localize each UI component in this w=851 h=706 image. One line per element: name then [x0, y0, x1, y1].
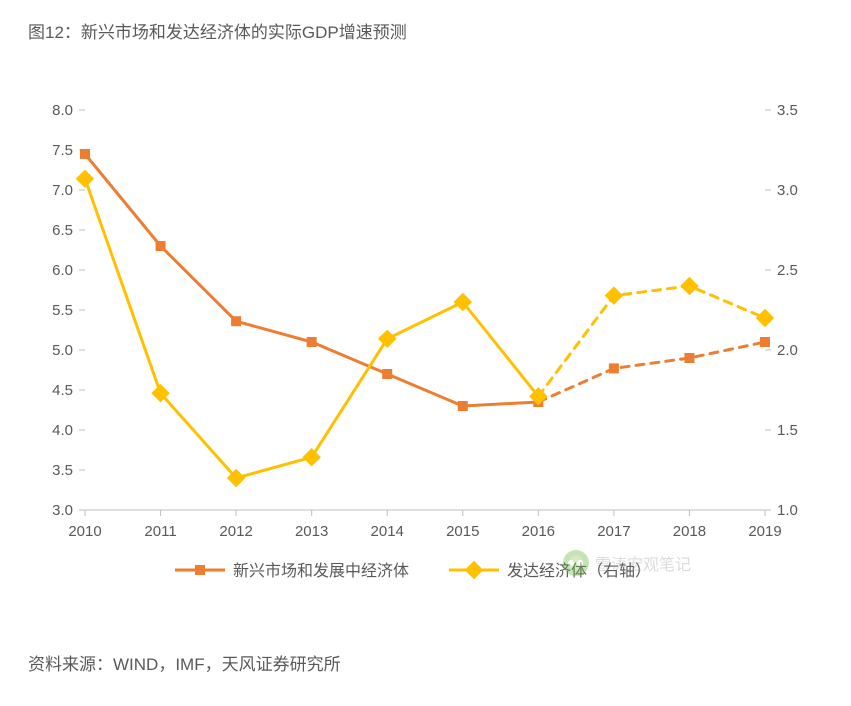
chart-svg: 2010 2011 2012 2013 2014 2015 2016 2017 2018 2019…	[20, 80, 830, 600]
svg-text:7.5: 7.5	[52, 142, 73, 159]
chart-source: 资料来源：WIND，IMF，天风证券研究所	[28, 650, 341, 675]
svg-text:3.5: 3.5	[52, 462, 73, 479]
svg-text:7.0: 7.0	[52, 182, 73, 199]
chart-title: 图12：新兴市场和发达经济体的实际GDP增速预测	[28, 18, 407, 43]
svg-text:3.0: 3.0	[777, 182, 798, 199]
svg-text:5.5: 5.5	[52, 302, 73, 319]
svg-text:1.5: 1.5	[777, 422, 798, 439]
svg-text:新兴市场和发展中经济体: 新兴市场和发展中经济体	[233, 562, 409, 580]
svg-text:3.5: 3.5	[777, 102, 798, 119]
svg-text:8.0: 8.0	[52, 102, 73, 119]
svg-text:2.5: 2.5	[777, 262, 798, 279]
svg-text:1.0: 1.0	[777, 502, 798, 519]
svg-text:2016: 2016	[522, 523, 555, 540]
svg-text:2011: 2011	[144, 523, 176, 540]
svg-text:2018: 2018	[673, 523, 706, 540]
svg-text:2017: 2017	[597, 523, 630, 540]
svg-text:3.0: 3.0	[52, 502, 73, 519]
svg-text:2015: 2015	[446, 523, 479, 540]
svg-text:2010: 2010	[68, 523, 101, 540]
svg-text:6.0: 6.0	[52, 262, 73, 279]
svg-text:2.0: 2.0	[777, 342, 798, 359]
svg-text:5.0: 5.0	[52, 342, 73, 359]
svg-text:2019: 2019	[748, 523, 781, 540]
svg-text:4.0: 4.0	[52, 422, 73, 439]
svg-text:2014: 2014	[371, 523, 404, 540]
svg-text:发达经济体（右轴）: 发达经济体（右轴）	[507, 562, 651, 580]
svg-text:4.5: 4.5	[52, 382, 73, 399]
svg-text:2012: 2012	[219, 523, 252, 540]
svg-text:6.5: 6.5	[52, 222, 73, 239]
svg-text:2013: 2013	[295, 523, 328, 540]
chart-area: 2010 2011 2012 2013 2014 2015 2016 2017 2018 2019…	[20, 80, 830, 600]
